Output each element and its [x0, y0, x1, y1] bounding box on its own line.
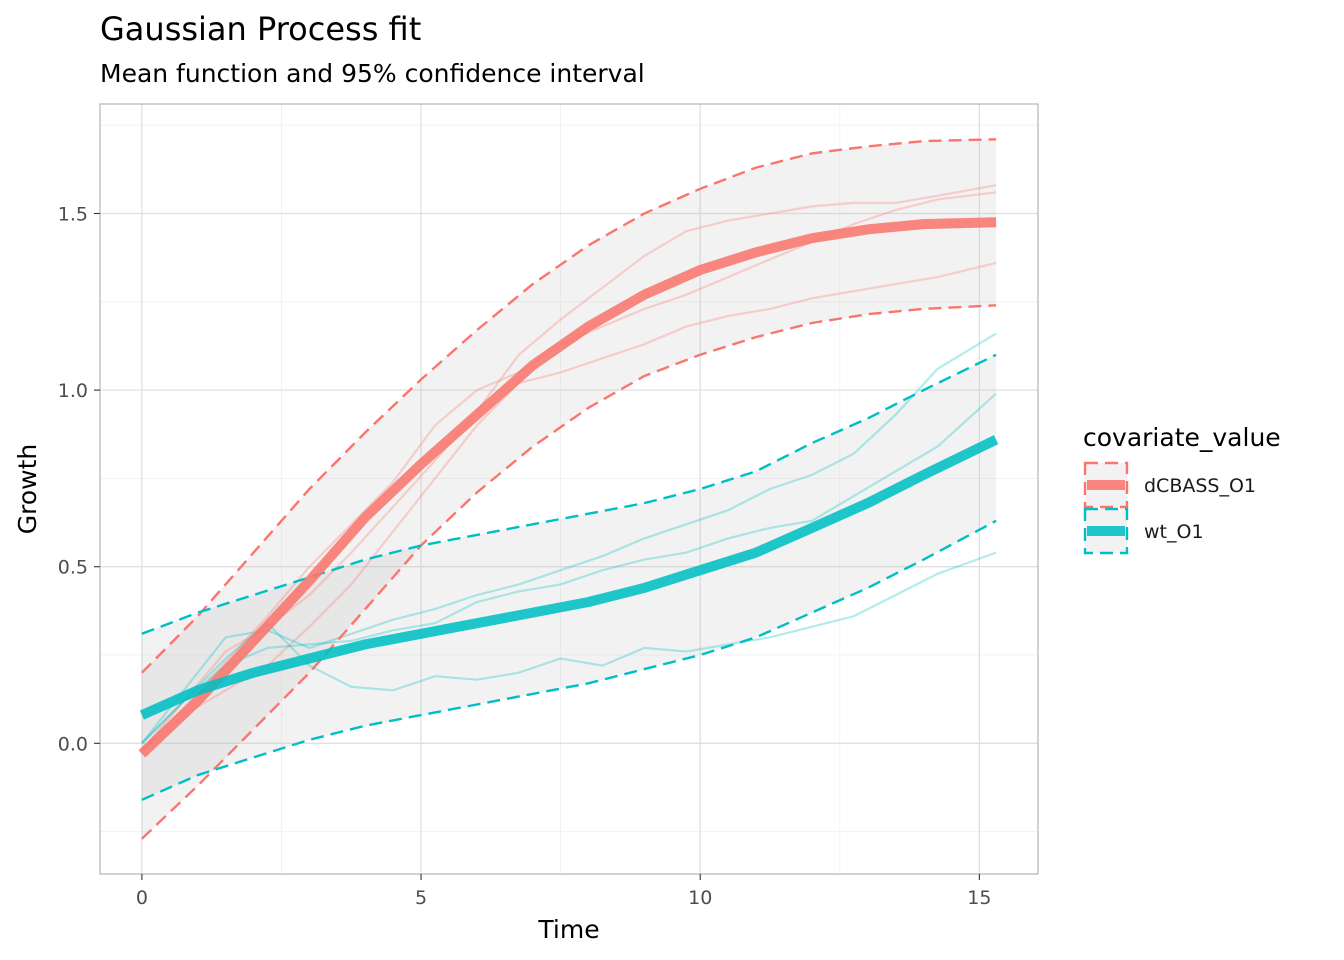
- y-tick-label: 0.5: [58, 557, 88, 579]
- y-axis-title: Growth: [13, 444, 42, 535]
- y-tick-label: 1.0: [58, 380, 88, 402]
- chart-title: Gaussian Process fit: [100, 10, 421, 48]
- observed-line: [141, 392, 997, 745]
- x-tick-label: 0: [136, 887, 148, 909]
- lower-bound-line: [141, 304, 997, 840]
- observed-line: [141, 261, 997, 752]
- panel-border: [99, 103, 1039, 875]
- x-tick-label: 15: [967, 887, 991, 909]
- upper-bound-line: [141, 353, 997, 635]
- upper-bound-line: [141, 138, 997, 674]
- mean-line: [139, 435, 999, 720]
- mean-line: [138, 217, 997, 758]
- legend-item: wt_O1: [1083, 507, 1204, 555]
- mean-functions: [138, 217, 999, 758]
- observed-line: [141, 332, 997, 744]
- confidence-bands: [141, 139, 997, 839]
- confidence-band: [141, 139, 997, 839]
- legend: covariate_value dCBASS_O1 wt_O1: [1083, 423, 1281, 555]
- confidence-bounds: [141, 138, 997, 840]
- x-tick-label: 10: [688, 887, 712, 909]
- legend-label: dCBASS_O1: [1144, 475, 1256, 497]
- observed-line: [141, 551, 997, 745]
- major-grid: [100, 104, 1038, 874]
- y-tick-label: 0.0: [58, 733, 88, 755]
- y-tick-label: 1.5: [58, 203, 88, 225]
- plot-panel: [99, 103, 1039, 875]
- x-tick-label: 5: [415, 887, 427, 909]
- legend-label: wt_O1: [1144, 521, 1204, 543]
- legend-title: covariate_value: [1083, 423, 1281, 452]
- legend-item: dCBASS_O1: [1083, 461, 1256, 509]
- chart-subtitle: Mean function and 95% confidence interva…: [100, 59, 645, 88]
- confidence-band: [141, 354, 997, 800]
- lower-bound-line: [141, 519, 997, 801]
- y-axis: 0.0 0.5 1.0 1.5: [58, 203, 100, 755]
- x-axis: 0 5 10 15: [136, 874, 991, 909]
- x-axis-title: Time: [537, 915, 599, 944]
